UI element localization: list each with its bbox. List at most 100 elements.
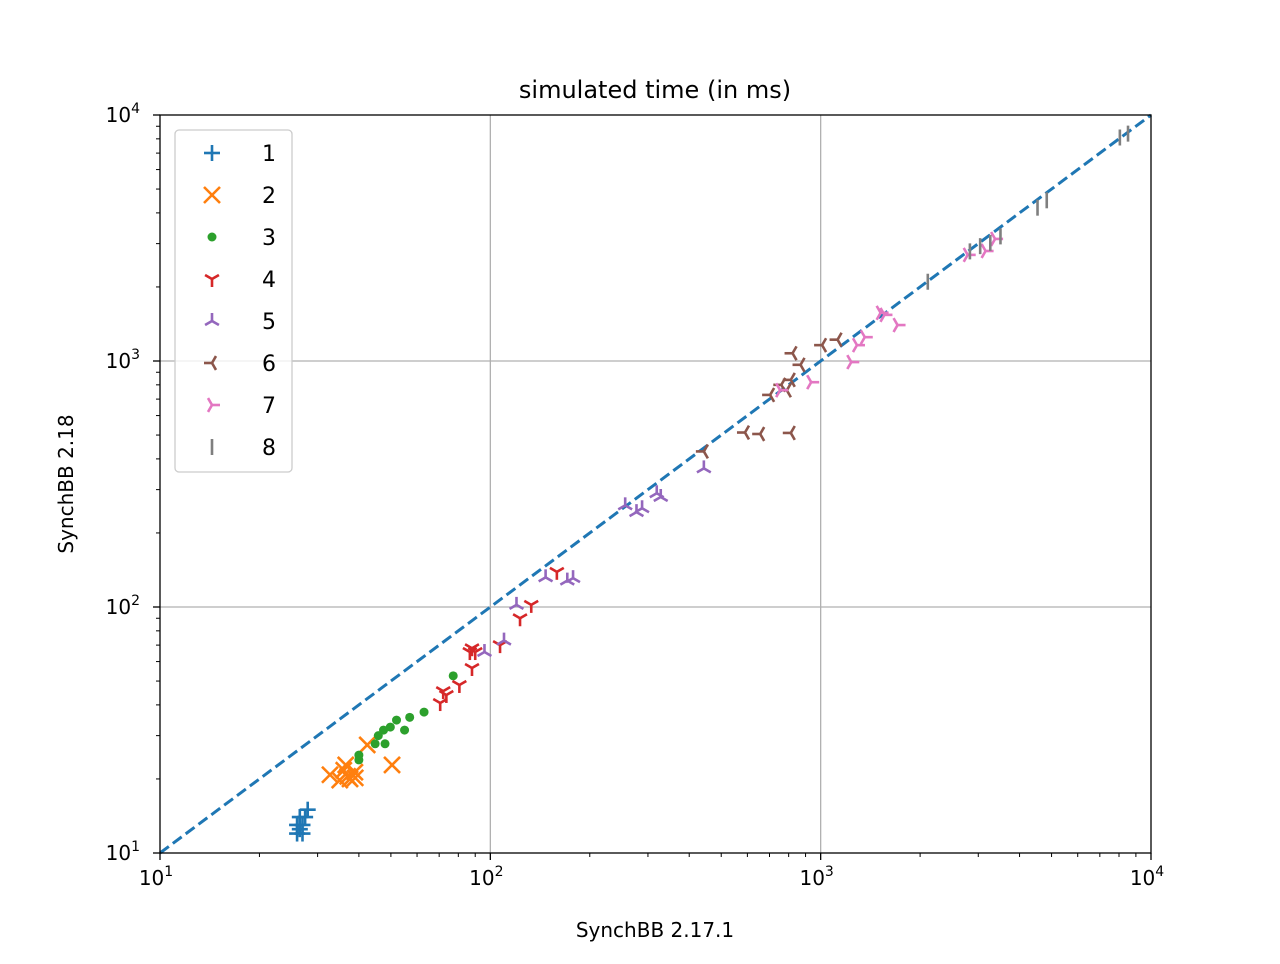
series-6-point <box>736 424 751 441</box>
legend-marker-7 <box>206 397 220 413</box>
series-6-point <box>782 372 796 388</box>
series-7-point-stroke <box>892 324 899 333</box>
x-tick-exponent: 4 <box>1155 864 1164 880</box>
series-6-point-stroke <box>836 339 843 348</box>
series-3-point <box>370 739 380 749</box>
legend-label: 1 <box>262 142 276 167</box>
series-2-point <box>345 763 364 782</box>
series-6-point <box>814 337 828 353</box>
series-5-point <box>653 488 669 503</box>
series-7-point-stroke <box>806 381 813 390</box>
series-3-point <box>400 725 410 735</box>
legend-marker-6-stroke <box>210 355 218 364</box>
grid <box>160 115 1151 853</box>
series-3-point-dot <box>380 739 390 749</box>
series-4-point-stroke <box>464 662 473 670</box>
series-5-point-stroke <box>476 650 486 658</box>
series-5-point-stroke <box>703 467 712 474</box>
series-6-point-stroke <box>820 344 828 353</box>
series-5-point-stroke <box>565 577 574 584</box>
series-5-point-stroke <box>508 603 518 611</box>
series-6-point-stroke <box>759 426 766 435</box>
series-7-point <box>806 374 820 390</box>
legend-marker-3 <box>207 232 217 242</box>
series-3-point-dot <box>385 722 395 732</box>
series-7-point-stroke <box>962 247 969 256</box>
y-tick-label: 101 <box>106 839 140 865</box>
y-tick-exponent: 2 <box>131 593 140 609</box>
x-tick-label: 103 <box>799 864 833 890</box>
series-5-point <box>508 596 525 611</box>
series-4-point <box>549 566 565 580</box>
legend-marker-5 <box>204 313 220 327</box>
series-3-point-dot <box>354 750 364 760</box>
series-2-point-stroke <box>358 736 377 754</box>
series-7-point-stroke <box>775 382 782 391</box>
series-2-point <box>346 768 365 787</box>
series-4-point-stroke <box>530 599 539 607</box>
legend-label: 7 <box>262 394 276 419</box>
series-6-point <box>762 387 776 403</box>
series-2-point <box>321 765 339 784</box>
y-tick-label: 102 <box>106 593 140 619</box>
series-7-point <box>775 382 789 398</box>
series-7-point-stroke <box>859 336 866 345</box>
legend-label: 2 <box>262 184 276 209</box>
series-4-point-stroke <box>435 686 444 693</box>
series-2-point-stroke <box>345 763 364 782</box>
series-7-point <box>879 307 893 323</box>
series-3-point-dot <box>379 725 389 735</box>
series-2-point-stroke <box>321 765 339 784</box>
series-7-point <box>859 329 873 345</box>
series-4-point-stroke <box>471 643 480 650</box>
y-tick-label: 104 <box>106 101 140 127</box>
series-5-point <box>565 570 581 584</box>
legend-label: 5 <box>262 310 276 335</box>
series-7-point-stroke <box>851 337 859 346</box>
series-4-point-stroke <box>523 599 532 607</box>
legend-marker-7-stroke <box>206 404 214 413</box>
series-4-point-stroke <box>445 689 454 697</box>
series-3-point-dot <box>448 671 458 681</box>
series-5-point <box>496 632 512 646</box>
x-tick-label: 101 <box>139 864 173 890</box>
series-7-point <box>846 354 860 370</box>
series-6-point-stroke <box>759 433 766 442</box>
series-2-point <box>336 756 355 774</box>
series-5-point-stroke <box>617 504 626 511</box>
series-5-point-stroke <box>538 576 547 583</box>
series-7-point-stroke <box>980 250 987 259</box>
series-6-point <box>829 332 843 348</box>
series-5-point-stroke <box>503 639 512 646</box>
legend-label: 8 <box>262 436 276 461</box>
legend-marker-3-dot <box>207 232 217 242</box>
series-5-point <box>634 500 650 514</box>
series-6-point-stroke <box>789 432 796 441</box>
series-3-point <box>405 712 415 722</box>
series-4-point-stroke <box>471 662 480 670</box>
x-tick-exponent: 1 <box>164 864 173 880</box>
series-5-point <box>476 644 493 658</box>
series-4-point-stroke <box>556 566 565 573</box>
series-4-point <box>451 679 467 693</box>
series-7-point-stroke <box>859 329 866 338</box>
series-7-point-stroke <box>851 344 859 353</box>
series-7-point-stroke <box>875 305 882 314</box>
series-7-point-stroke <box>989 231 997 240</box>
series-5-point-stroke <box>696 467 705 474</box>
series-5-point <box>617 497 633 511</box>
series-2-point-stroke <box>383 756 401 774</box>
series-5-point-stroke <box>641 507 650 514</box>
series-7-point-stroke <box>980 243 987 252</box>
series-5-point-stroke <box>515 603 525 611</box>
series-5-point-stroke <box>496 639 505 646</box>
series-5-point-stroke <box>660 495 669 503</box>
series-4-point-stroke <box>474 646 483 654</box>
plot-frame <box>159 114 1152 854</box>
series-3-point-dot <box>405 712 415 722</box>
legend-marker-6-stroke <box>210 362 218 371</box>
series-4-point <box>512 613 528 627</box>
series-2-point-stroke <box>336 756 355 774</box>
series-5-point <box>696 460 712 474</box>
series-7-point-stroke <box>892 317 899 326</box>
